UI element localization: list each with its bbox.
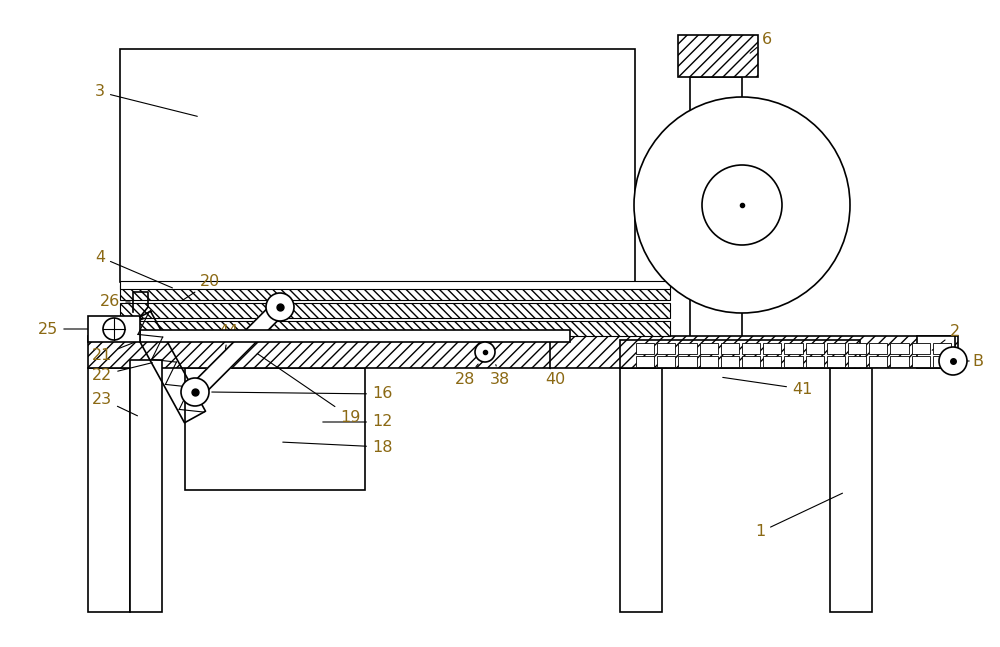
Bar bbox=[140, 330, 570, 342]
Bar bbox=[721, 343, 739, 354]
Bar bbox=[185, 368, 365, 490]
Circle shape bbox=[634, 97, 850, 313]
Circle shape bbox=[181, 378, 209, 406]
Bar bbox=[806, 343, 824, 354]
Text: 19: 19 bbox=[257, 353, 360, 424]
Bar bbox=[88, 316, 140, 342]
Bar bbox=[890, 356, 909, 367]
Bar bbox=[700, 356, 718, 367]
Bar bbox=[827, 356, 845, 367]
Bar bbox=[88, 368, 130, 612]
Circle shape bbox=[702, 165, 782, 245]
Bar bbox=[912, 356, 930, 367]
Bar bbox=[721, 356, 739, 367]
Bar bbox=[869, 343, 887, 354]
Bar bbox=[763, 356, 781, 367]
Text: 20: 20 bbox=[182, 274, 220, 300]
Text: 6: 6 bbox=[750, 32, 772, 53]
Bar bbox=[678, 343, 697, 354]
Text: 16: 16 bbox=[212, 386, 392, 402]
Bar bbox=[678, 356, 697, 367]
Text: B: B bbox=[967, 353, 983, 369]
Bar bbox=[912, 343, 930, 354]
Bar bbox=[917, 336, 955, 368]
Text: 12: 12 bbox=[323, 415, 392, 430]
Bar bbox=[88, 336, 958, 368]
Bar bbox=[690, 77, 742, 340]
Text: 44: 44 bbox=[218, 325, 238, 349]
Text: 40: 40 bbox=[545, 368, 565, 386]
Bar bbox=[620, 340, 860, 368]
Bar bbox=[742, 356, 760, 367]
Bar bbox=[890, 343, 909, 354]
Text: 4: 4 bbox=[95, 250, 172, 288]
Bar bbox=[933, 356, 951, 367]
Polygon shape bbox=[189, 302, 286, 398]
Bar bbox=[120, 303, 670, 318]
Bar bbox=[620, 368, 662, 612]
Bar bbox=[678, 35, 758, 77]
Bar bbox=[869, 356, 887, 367]
Text: 26: 26 bbox=[100, 294, 130, 309]
Bar bbox=[848, 356, 866, 367]
Bar bbox=[784, 356, 803, 367]
Circle shape bbox=[939, 347, 967, 375]
Text: 1: 1 bbox=[755, 493, 842, 540]
Bar bbox=[848, 343, 866, 354]
Bar bbox=[657, 356, 675, 367]
Bar bbox=[830, 368, 872, 612]
Bar bbox=[763, 343, 781, 354]
Bar bbox=[806, 356, 824, 367]
Bar bbox=[742, 343, 760, 354]
Circle shape bbox=[266, 293, 294, 321]
Bar bbox=[636, 356, 654, 367]
Bar bbox=[130, 360, 162, 612]
Bar bbox=[657, 343, 675, 354]
Bar bbox=[784, 343, 803, 354]
Bar bbox=[120, 321, 670, 336]
Bar bbox=[700, 343, 718, 354]
Text: 5: 5 bbox=[717, 109, 755, 145]
Bar bbox=[120, 49, 635, 282]
Circle shape bbox=[103, 318, 125, 340]
Bar bbox=[827, 343, 845, 354]
Text: 24: 24 bbox=[100, 318, 145, 340]
Text: 23: 23 bbox=[92, 391, 137, 416]
Bar bbox=[933, 343, 951, 354]
Text: 11: 11 bbox=[773, 225, 816, 239]
Bar bbox=[120, 285, 670, 300]
Text: 10: 10 bbox=[771, 164, 818, 186]
Text: 18: 18 bbox=[283, 439, 392, 454]
Text: 2: 2 bbox=[932, 325, 960, 350]
Bar bbox=[120, 281, 670, 289]
Text: 21: 21 bbox=[92, 338, 145, 362]
Text: 41: 41 bbox=[723, 377, 812, 397]
Circle shape bbox=[475, 342, 495, 362]
Text: 22: 22 bbox=[92, 363, 152, 382]
Bar bbox=[636, 343, 654, 354]
Text: 25: 25 bbox=[38, 322, 100, 336]
Text: 38: 38 bbox=[490, 365, 510, 386]
Text: 7: 7 bbox=[692, 129, 710, 157]
Text: 3: 3 bbox=[95, 85, 197, 116]
Text: 28: 28 bbox=[455, 364, 478, 386]
